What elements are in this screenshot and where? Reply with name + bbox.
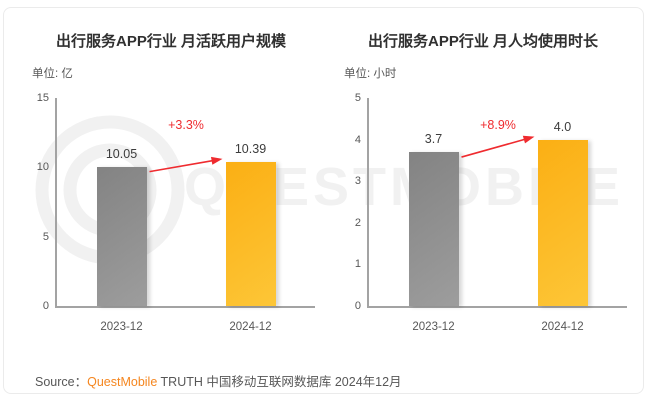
x-axis-category-label: 2024-12 xyxy=(229,321,272,333)
growth-arrow xyxy=(461,135,535,158)
plot-area: +3.3% 0 5 10 15 10.05 2023-12 10.39 2024-12 xyxy=(37,92,315,333)
y-axis-tick-label: 0 xyxy=(42,300,49,312)
y-axis-tick-label: 10 xyxy=(36,161,49,174)
y-axis-tick-label: 5 xyxy=(42,230,49,243)
bar-value-label: 4.0 xyxy=(553,119,572,134)
chart-title: 出行服务APP行业 月活跃用户规模 xyxy=(55,33,286,50)
bar-2024-12 xyxy=(225,161,276,306)
unit-label: 单位: 小时 xyxy=(344,68,397,80)
plot-area: +8.9% 0 1 2 3 4 5 3.7 2023-12 4.0 2024-12 xyxy=(355,92,627,333)
y-axis-tick-label: 1 xyxy=(354,258,361,271)
y-axis-tick-label: 3 xyxy=(354,175,361,188)
change-percent-label: +8.9% xyxy=(480,118,516,132)
y-axis-tick-label: 2 xyxy=(354,216,361,229)
bar-2023-12 xyxy=(408,152,459,306)
source-prefix: Source： xyxy=(35,375,88,389)
source-brand: QuestMobile xyxy=(87,375,158,389)
unit-label: 单位: 亿 xyxy=(32,68,73,80)
x-axis-category-label: 2023-12 xyxy=(100,321,143,333)
x-axis-category-label: 2024-12 xyxy=(541,321,584,333)
y-axis-tick-label: 0 xyxy=(354,300,361,312)
y-axis-tick-label: 4 xyxy=(354,133,361,146)
x-axis-category-label: 2023-12 xyxy=(412,321,455,333)
bar-2024-12 xyxy=(537,139,588,306)
source-line: Source：QuestMobile TRUTH 中国移动互联网数据库 2024… xyxy=(35,371,402,390)
chart-monthly-usage-hours: 出行服务APP行业 月人均使用时长 单位: 小时 +8.9% 0 1 2 3 4 5 3.7… xyxy=(340,12,627,347)
chart-monthly-active-users: 出行服务APP行业 月活跃用户规模 单位: 亿 +3.3% 0 5 10 15 10.0… xyxy=(28,12,315,347)
y-axis-tick-label: 5 xyxy=(354,92,361,104)
bar-value-label: 10.39 xyxy=(234,141,267,156)
growth-arrow xyxy=(149,156,223,173)
source-rest: TRUTH 中国移动互联网数据库 2024年12月 xyxy=(157,375,402,389)
y-axis-tick-label: 15 xyxy=(36,92,49,104)
bar-value-label: 3.7 xyxy=(424,132,443,147)
chart-title: 出行服务APP行业 月人均使用时长 xyxy=(367,33,598,50)
